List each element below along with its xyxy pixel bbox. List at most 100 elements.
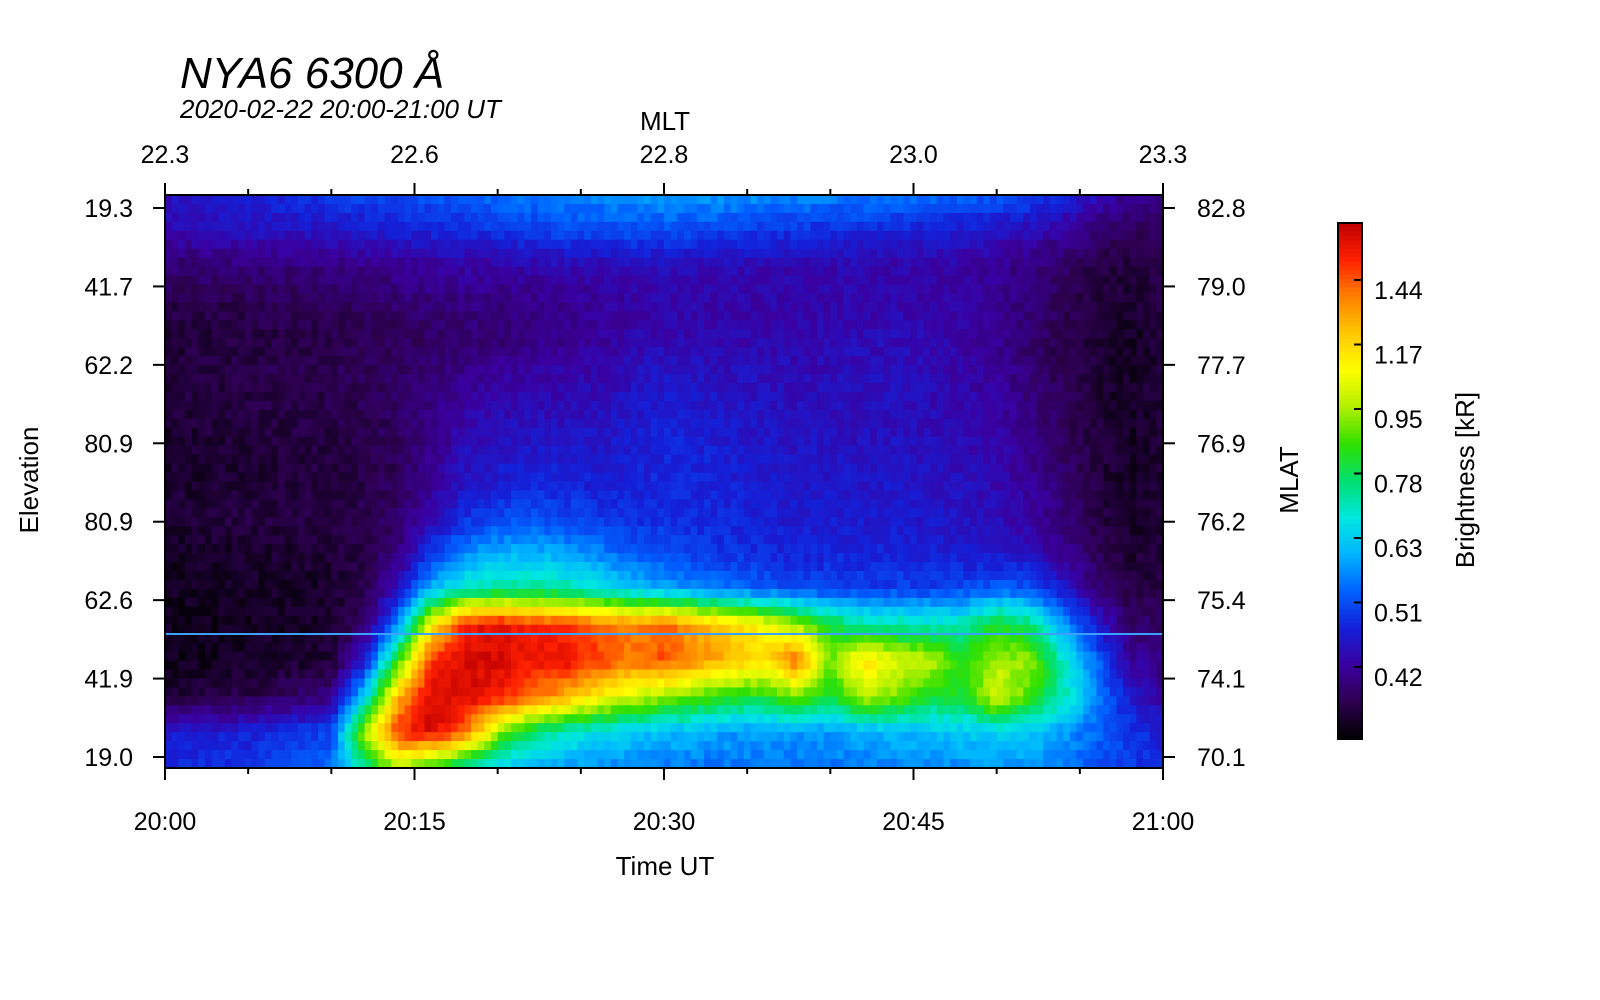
heatmap-cell xyxy=(1143,472,1151,483)
heatmap-cell xyxy=(231,409,239,420)
heatmap-cell xyxy=(983,418,991,429)
heatmap-cell xyxy=(597,320,605,330)
heatmap-cell xyxy=(876,284,885,295)
heatmap-cell xyxy=(657,293,665,304)
heatmap-cell xyxy=(391,257,399,268)
heatmap-cell xyxy=(597,311,605,321)
heatmap-cell xyxy=(491,365,499,375)
heatmap-cell xyxy=(517,320,525,330)
heatmap-cell xyxy=(730,383,738,393)
heatmap-cell xyxy=(184,463,193,474)
heatmap-cell xyxy=(1056,284,1064,295)
heatmap-cell xyxy=(404,212,412,223)
heatmap-cell xyxy=(178,275,186,286)
heatmap-cell xyxy=(584,266,592,277)
heatmap-cell xyxy=(184,239,193,250)
heatmap-cell xyxy=(836,418,845,429)
heatmap-cell xyxy=(238,221,246,232)
heatmap-cell xyxy=(996,195,1004,205)
heatmap-cell xyxy=(590,275,599,286)
heatmap-cell xyxy=(537,418,545,429)
heatmap-cell xyxy=(204,463,213,474)
heatmap-cell xyxy=(351,454,359,465)
heatmap-cell xyxy=(1096,320,1104,330)
heatmap-cell xyxy=(757,329,765,339)
heatmap-cell xyxy=(1049,248,1058,259)
heatmap-cell xyxy=(244,463,253,474)
heatmap-cell xyxy=(856,275,865,286)
heatmap-cell xyxy=(1149,365,1157,375)
heatmap-cell xyxy=(1109,230,1118,241)
heatmap-cell xyxy=(1156,329,1163,339)
heatmap-cell xyxy=(238,302,246,312)
heatmap-cell xyxy=(903,320,911,330)
heatmap-cell xyxy=(244,436,253,447)
heatmap-cell xyxy=(916,445,925,456)
heatmap-cell xyxy=(238,356,246,366)
heatmap-cell xyxy=(677,266,685,277)
heatmap-cell xyxy=(165,356,173,366)
heatmap-cell xyxy=(843,374,851,384)
heatmap-cell xyxy=(464,329,472,339)
heatmap-cell xyxy=(1116,248,1124,259)
heatmap-cell xyxy=(943,266,951,277)
heatmap-cell xyxy=(996,302,1004,312)
heatmap-cell xyxy=(1016,391,1024,402)
heatmap-cell xyxy=(1129,230,1137,241)
heatmap-cell xyxy=(1143,302,1151,312)
heatmap-cell xyxy=(610,445,619,456)
heatmap-cell xyxy=(610,284,619,295)
heatmap-cell xyxy=(218,329,226,339)
heatmap-cell xyxy=(604,257,612,268)
heatmap-cell xyxy=(657,320,665,330)
heatmap-cell xyxy=(184,472,193,483)
heatmap-cell xyxy=(803,257,811,268)
heatmap-cell xyxy=(916,454,925,465)
heatmap-cell xyxy=(916,320,925,330)
heatmap-cell xyxy=(1069,266,1078,277)
heatmap-cell xyxy=(231,293,239,304)
heatmap-cell xyxy=(504,481,512,492)
heatmap-cell xyxy=(750,320,758,330)
heatmap-cell xyxy=(564,275,572,286)
heatmap-cell xyxy=(810,257,818,268)
heatmap-cell xyxy=(1056,356,1064,366)
heatmap-cell xyxy=(298,490,306,500)
heatmap-cell xyxy=(983,463,991,474)
heatmap-cell xyxy=(278,374,286,384)
heatmap-cell xyxy=(856,203,865,214)
heatmap-cell xyxy=(956,302,964,312)
heatmap-cell xyxy=(956,248,964,259)
heatmap-cell xyxy=(936,302,945,312)
heatmap-cell xyxy=(337,203,346,214)
heatmap-cell xyxy=(371,329,379,339)
heatmap-cell xyxy=(757,427,765,438)
heatmap-cell xyxy=(524,230,532,241)
heatmap-cell xyxy=(604,383,612,393)
heatmap-cell xyxy=(497,302,505,312)
heatmap-cell xyxy=(750,311,758,321)
heatmap-cell xyxy=(444,454,452,465)
heatmap-cell xyxy=(856,239,865,250)
heatmap-cell xyxy=(344,463,352,474)
heatmap-cell xyxy=(783,436,792,447)
heatmap-cell xyxy=(697,311,705,321)
heatmap-cell xyxy=(1136,347,1144,357)
heatmap-cell xyxy=(444,472,452,483)
heatmap-cell xyxy=(1063,445,1071,456)
heatmap-cell xyxy=(457,230,465,241)
heatmap-cell xyxy=(664,391,672,402)
heatmap-cell xyxy=(1149,481,1157,492)
heatmap-cell xyxy=(331,445,339,456)
heatmap-cell xyxy=(597,472,605,483)
heatmap-cell xyxy=(770,266,778,277)
heatmap-cell xyxy=(424,383,432,393)
heatmap-cell xyxy=(1096,472,1104,483)
heatmap-cell xyxy=(298,383,306,393)
heatmap-cell xyxy=(1109,400,1118,411)
heatmap-cell xyxy=(610,230,619,241)
heatmap-cell xyxy=(863,418,871,429)
heatmap-cell xyxy=(830,383,838,393)
heatmap-cell xyxy=(537,472,545,483)
heatmap-cell xyxy=(231,338,239,348)
